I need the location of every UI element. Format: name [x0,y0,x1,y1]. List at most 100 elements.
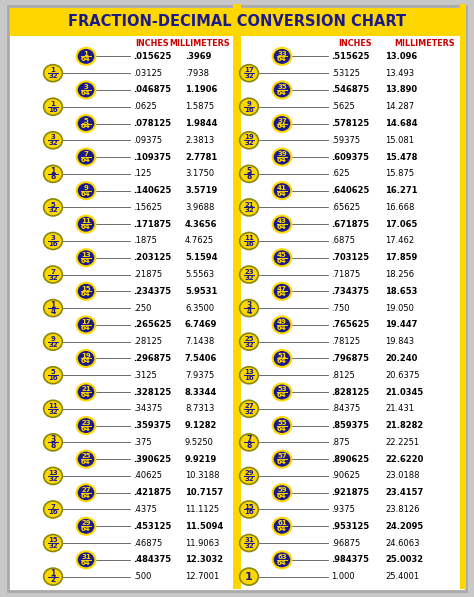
Text: .296875: .296875 [133,354,171,363]
Text: 31: 31 [244,537,254,543]
Text: .359375: .359375 [133,421,171,430]
Text: .515625: .515625 [331,52,370,61]
Text: 20.240: 20.240 [385,354,418,363]
Text: .921875: .921875 [331,488,369,497]
Text: 64: 64 [81,124,91,130]
Text: .53125: .53125 [331,69,360,78]
Text: .546875: .546875 [331,85,369,94]
Text: .859375: .859375 [331,421,369,430]
Text: 64: 64 [277,291,287,297]
Text: .265625: .265625 [133,321,172,330]
Text: 12.7001: 12.7001 [185,572,219,581]
Ellipse shape [273,417,292,434]
Text: 11.1125: 11.1125 [185,505,219,514]
Ellipse shape [77,316,95,333]
Ellipse shape [77,350,95,367]
Text: 51: 51 [277,353,287,359]
Text: 33: 33 [277,51,287,57]
Ellipse shape [240,165,258,182]
Text: .640625: .640625 [331,186,369,195]
Text: 1: 1 [83,51,89,57]
Ellipse shape [273,350,292,367]
Text: 43: 43 [277,219,287,224]
Ellipse shape [273,518,292,535]
FancyBboxPatch shape [460,4,466,589]
Text: 64: 64 [81,157,91,163]
Ellipse shape [77,551,95,568]
Text: 53: 53 [277,386,287,392]
Ellipse shape [77,250,95,266]
Text: 5: 5 [246,167,252,176]
Text: 24.2095: 24.2095 [385,522,423,531]
Text: 64: 64 [81,291,91,297]
Text: 16: 16 [48,375,58,381]
Text: .28125: .28125 [133,337,162,346]
Ellipse shape [240,99,258,115]
Text: INCHES: INCHES [135,38,169,48]
Text: .046875: .046875 [133,85,171,94]
Text: 2.3813: 2.3813 [185,136,214,145]
Text: 32: 32 [244,476,254,482]
Text: 9: 9 [83,185,89,191]
Text: 64: 64 [81,392,91,398]
Text: 64: 64 [277,124,287,130]
Ellipse shape [273,250,292,266]
Text: .4375: .4375 [133,505,157,514]
Text: .78125: .78125 [331,337,360,346]
Text: 64: 64 [277,157,287,163]
Text: 32: 32 [244,275,254,281]
Text: 32: 32 [244,73,254,79]
Text: 25: 25 [244,336,254,342]
Text: .34375: .34375 [133,404,162,413]
Text: 32: 32 [48,207,58,213]
Text: 1.9844: 1.9844 [185,119,218,128]
Text: 12.3032: 12.3032 [185,555,223,564]
Text: 17.065: 17.065 [385,220,418,229]
Text: 3.1750: 3.1750 [185,170,214,179]
Text: 25.4001: 25.4001 [385,572,419,581]
Text: 19.050: 19.050 [385,304,414,313]
Ellipse shape [44,333,63,350]
Text: 64: 64 [277,426,287,432]
Text: .609375: .609375 [331,153,369,162]
Text: 21.8282: 21.8282 [385,421,423,430]
Text: 32: 32 [48,476,58,482]
Text: .09375: .09375 [133,136,162,145]
Ellipse shape [273,551,292,568]
Text: .171875: .171875 [133,220,171,229]
Text: .875: .875 [331,438,350,447]
Ellipse shape [44,367,63,384]
Text: 22.2251: 22.2251 [385,438,419,447]
Ellipse shape [77,216,95,233]
Ellipse shape [77,451,95,467]
Text: 29: 29 [81,521,91,527]
Ellipse shape [240,64,258,82]
Text: .375: .375 [133,438,152,447]
Ellipse shape [240,367,258,384]
Text: 21: 21 [244,202,254,208]
Text: 2.7781: 2.7781 [185,153,217,162]
Text: 64: 64 [81,56,91,62]
Ellipse shape [44,467,63,484]
Text: 1: 1 [50,301,55,310]
Text: 64: 64 [277,325,287,331]
Text: 7.1438: 7.1438 [185,337,214,346]
Text: 18.256: 18.256 [385,270,414,279]
Text: 7: 7 [51,504,55,510]
FancyBboxPatch shape [233,4,241,589]
Text: 16: 16 [244,107,254,113]
Ellipse shape [77,81,95,99]
Ellipse shape [240,467,258,484]
Text: 64: 64 [81,526,91,533]
Text: .421875: .421875 [133,488,171,497]
Ellipse shape [44,266,63,283]
Text: .953125: .953125 [331,522,369,531]
Text: .796875: .796875 [331,354,369,363]
Text: 3: 3 [246,301,252,310]
Text: INCHES: INCHES [338,38,372,48]
Text: MILLIMETERS: MILLIMETERS [395,38,456,48]
Ellipse shape [44,132,63,149]
Text: 8.3344: 8.3344 [185,387,217,396]
Text: 64: 64 [81,426,91,432]
Text: 5.5563: 5.5563 [185,270,214,279]
